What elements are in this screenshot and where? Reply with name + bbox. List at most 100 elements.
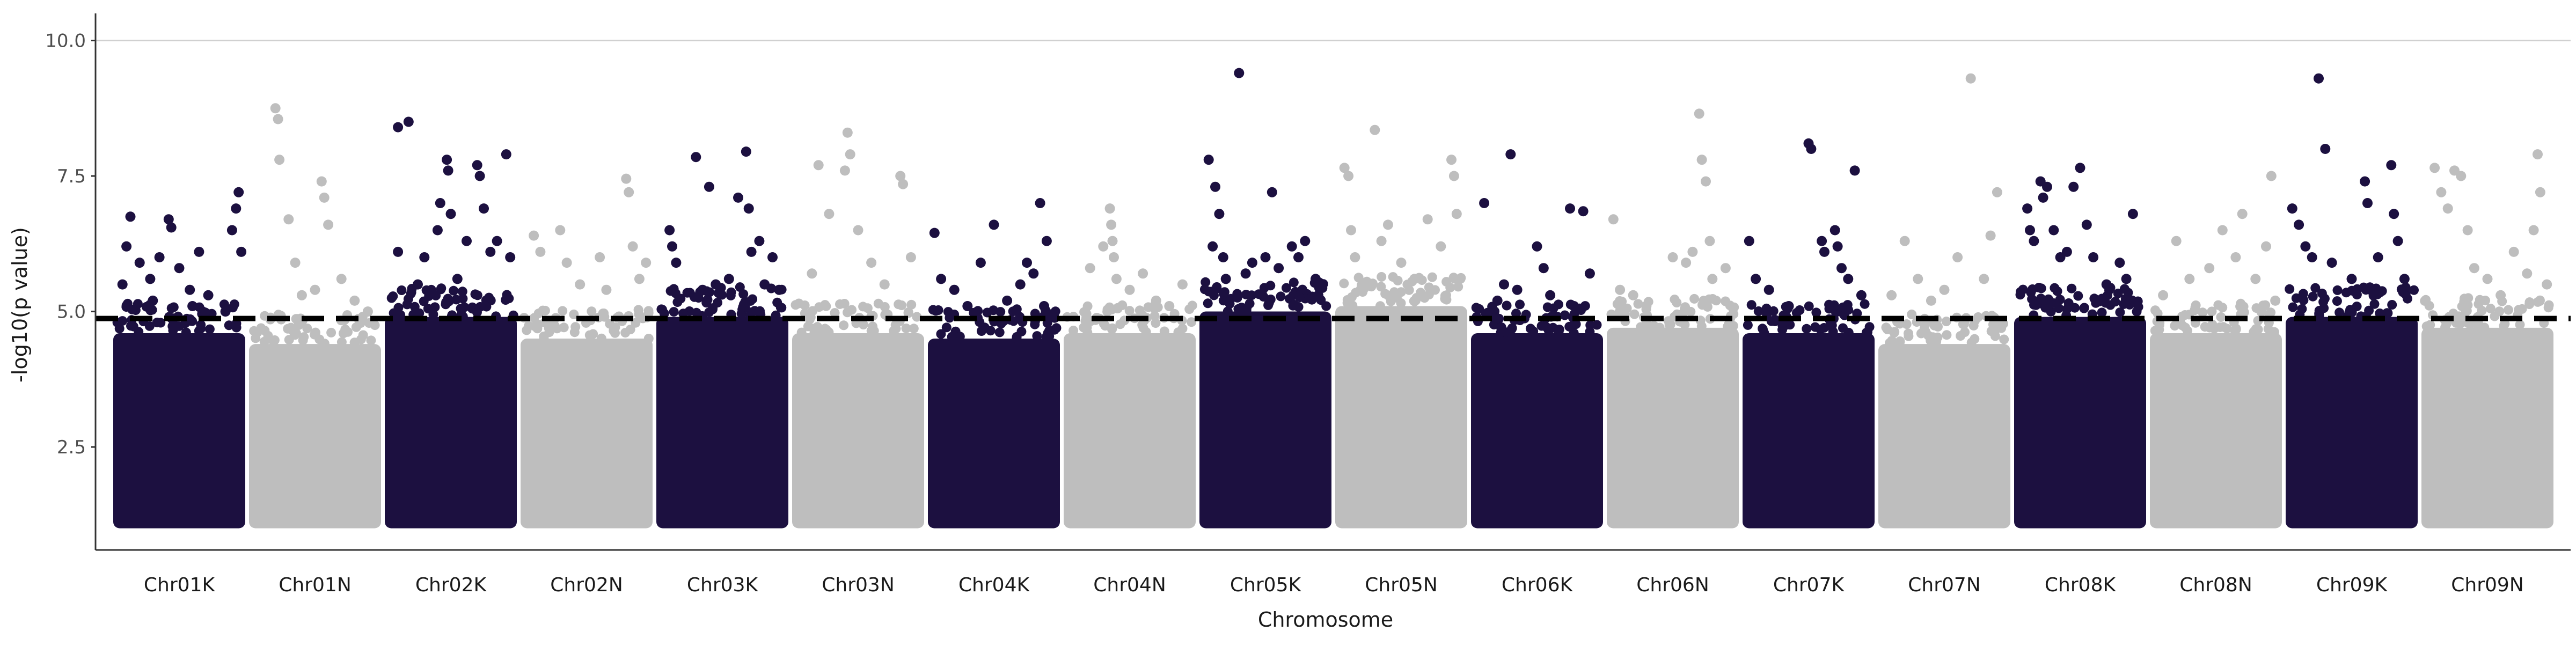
dense-points-block (1607, 327, 1739, 528)
x-tick-label: Chr07N (1908, 574, 1981, 596)
snp-point (2034, 283, 2044, 292)
x-tick-label: Chr09N (2451, 574, 2524, 596)
snp-point (2191, 300, 2201, 310)
snp-point (814, 302, 824, 312)
snp-point (1672, 298, 1682, 307)
snp-point (2261, 241, 2271, 252)
snp-point (1111, 274, 1122, 284)
snp-point (807, 268, 817, 279)
snp-point (2029, 236, 2039, 246)
snp-point (310, 284, 320, 295)
snp-point (231, 203, 241, 214)
snp-point (1860, 299, 1870, 309)
series-Chr09K (2285, 73, 2419, 528)
snp-point (1941, 317, 1951, 327)
snp-point (774, 284, 785, 295)
snp-point (936, 329, 946, 339)
snp-point (869, 326, 879, 336)
snp-point (1992, 187, 2002, 197)
snp-point (2216, 312, 2226, 322)
snp-point (432, 225, 443, 236)
snp-point (194, 246, 204, 257)
snp-point (316, 176, 327, 187)
snp-point (2158, 290, 2169, 300)
snp-point (1783, 301, 1794, 311)
snp-point (1376, 282, 1386, 292)
snp-point (1350, 252, 1360, 262)
snp-point (588, 329, 598, 339)
snp-point (1081, 309, 1092, 319)
snp-point (236, 246, 247, 257)
snp-point (1907, 309, 1917, 319)
snp-point (2420, 296, 2430, 306)
snp-point (1842, 301, 1852, 311)
snp-point (2052, 286, 2062, 296)
snp-point (1916, 328, 1926, 339)
snp-point (1451, 209, 1462, 219)
snp-point (667, 241, 677, 252)
snp-point (691, 152, 701, 163)
snp-point (290, 258, 301, 268)
snp-point (898, 179, 909, 189)
snp-point (1015, 279, 1026, 290)
snp-point (445, 209, 456, 219)
dense-points-block (1878, 344, 2010, 528)
snp-point (336, 337, 347, 347)
snp-point (2114, 258, 2125, 268)
snp-point (1758, 324, 1768, 334)
snp-point (1402, 280, 1413, 290)
snp-point (1667, 252, 1678, 262)
snp-point (738, 302, 748, 312)
series-Chr06N (1606, 108, 1739, 528)
snp-point (2119, 284, 2129, 294)
snp-point (1085, 263, 1095, 274)
snp-point (2075, 163, 2085, 173)
snp-point (2207, 306, 2217, 317)
snp-point (1039, 301, 1049, 311)
snp-point (1585, 327, 1595, 337)
snp-point (1313, 290, 1323, 300)
snp-point (1501, 327, 1511, 337)
snp-point (1849, 165, 1860, 176)
snp-point (1041, 236, 1052, 246)
snp-point (598, 309, 608, 319)
x-tick-label: Chr01N (279, 574, 352, 596)
snp-point (1584, 268, 1595, 279)
snp-point (943, 307, 953, 317)
snp-point (1187, 317, 1197, 327)
snp-point (1107, 305, 1117, 315)
snp-point (1863, 327, 1872, 337)
snp-point (181, 327, 191, 337)
dense-points-block (2014, 317, 2146, 528)
snp-point (982, 307, 992, 318)
snp-point (169, 302, 179, 312)
snp-point (148, 295, 158, 306)
snp-point (1702, 302, 1713, 312)
snp-point (1293, 252, 1304, 262)
snp-point (1159, 326, 1169, 336)
snp-point (2515, 320, 2525, 330)
snp-point (425, 288, 435, 298)
snp-point (1012, 304, 1022, 314)
snp-point (2332, 285, 2343, 295)
snp-point (1843, 274, 1854, 284)
snp-point (2368, 291, 2379, 300)
axis-layer: Chr01K Chr01N Chr02K Chr02N Chr03K Chr03N Chr0… (45, 13, 2571, 596)
snp-point (759, 279, 770, 290)
snp-point (1274, 263, 1284, 274)
snp-point (845, 149, 855, 160)
snp-point (252, 327, 262, 337)
snp-point (134, 258, 145, 268)
snp-point (1339, 163, 1350, 173)
snp-point (449, 285, 459, 296)
snp-point (1300, 236, 1311, 246)
snp-point (481, 302, 492, 312)
x-axis-title: Chromosome (1258, 608, 1393, 632)
snp-point (441, 297, 451, 307)
snp-point (492, 236, 502, 246)
snp-point (569, 327, 580, 337)
snp-point (336, 274, 347, 284)
snp-point (1505, 149, 1516, 160)
snp-point (839, 165, 850, 176)
series-Chr07N (1878, 73, 2010, 528)
